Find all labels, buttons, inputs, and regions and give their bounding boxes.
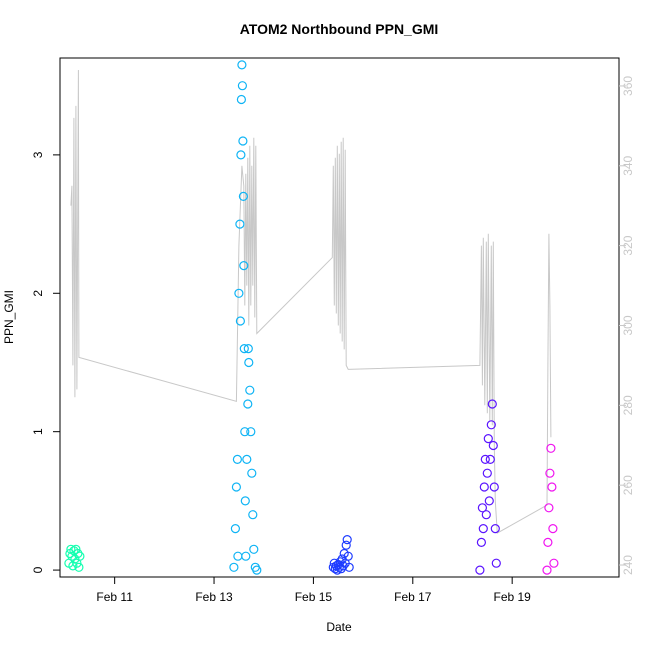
x-tick-label: Feb 19 <box>493 590 531 604</box>
data-point <box>241 551 251 561</box>
data-point <box>547 482 557 492</box>
data-point <box>542 565 552 575</box>
data-point <box>229 562 239 572</box>
data-point <box>344 562 354 572</box>
plot-frame <box>59 57 620 578</box>
data-point <box>235 316 245 326</box>
data-point <box>247 468 257 478</box>
y-right-tick-label: 300 <box>621 315 635 335</box>
data-point <box>252 565 262 575</box>
data-point <box>480 454 490 464</box>
data-point <box>240 496 250 506</box>
x-tick-label: Feb 11 <box>96 590 133 604</box>
data-point <box>246 427 256 437</box>
data-point <box>74 562 84 572</box>
data-point <box>485 454 495 464</box>
data-point <box>332 565 342 575</box>
data-point <box>477 503 487 513</box>
chart-title: ATOM2 Northbound PPN_GMI <box>240 21 439 37</box>
data-point <box>545 468 555 478</box>
data-point <box>238 191 248 201</box>
data-point <box>338 561 348 571</box>
data-point <box>243 344 253 354</box>
x-axis-label: Date <box>326 620 352 634</box>
data-point <box>70 554 80 564</box>
x-tick-label: Feb 13 <box>195 590 233 604</box>
data-point <box>237 60 247 70</box>
data-point <box>476 537 486 548</box>
data-point <box>236 94 246 105</box>
data-point <box>342 534 352 545</box>
y-left-tick-label: 2 <box>31 290 45 297</box>
y-left-tick-label: 1 <box>31 428 45 435</box>
data-point <box>245 385 255 395</box>
y-axis-label: PPN_GMI <box>2 290 16 344</box>
y-right-tick-label: 340 <box>621 155 635 175</box>
data-point <box>248 510 258 520</box>
data-point <box>548 523 558 534</box>
data-point <box>543 537 553 548</box>
data-point <box>475 565 485 575</box>
data-point <box>249 544 259 554</box>
data-point <box>483 434 493 444</box>
y-axis-right: 240 260 280 300 320 340 360 <box>619 76 635 575</box>
y-right-tick-label: 360 <box>621 76 635 96</box>
series-3 <box>328 534 354 575</box>
data-point <box>484 496 494 506</box>
series-5 <box>542 443 559 575</box>
data-point <box>73 548 83 559</box>
data-point <box>232 454 242 464</box>
data-point <box>486 420 496 430</box>
data-point <box>481 510 491 520</box>
plot-area <box>64 60 559 575</box>
data-point <box>236 150 246 160</box>
data-point <box>231 482 241 492</box>
y-right-tick-label: 280 <box>621 395 635 415</box>
data-point <box>233 551 243 561</box>
data-point <box>343 551 353 561</box>
data-point <box>75 551 85 561</box>
secondary-series-line <box>70 69 552 534</box>
data-point <box>478 523 488 534</box>
series-4 <box>475 399 501 575</box>
data-point <box>71 544 81 554</box>
series-2 <box>229 60 262 575</box>
data-point <box>240 427 250 437</box>
data-point <box>242 454 252 464</box>
data-point <box>244 357 254 368</box>
data-point <box>549 558 559 568</box>
x-tick-label: Feb 15 <box>295 590 333 604</box>
y-left-tick-label: 3 <box>31 151 45 158</box>
data-point <box>487 399 497 409</box>
x-axis: Feb 11 Feb 13 Feb 15 Feb 17 Feb 19 <box>96 577 531 604</box>
data-point <box>491 558 501 568</box>
y-axis-left: 0 1 2 3 <box>31 151 60 573</box>
data-point <box>235 219 245 229</box>
data-point <box>341 540 351 550</box>
data-point <box>230 523 240 534</box>
data-point <box>239 344 249 354</box>
data-point <box>239 261 249 271</box>
y-right-tick-label: 240 <box>621 555 635 575</box>
series-1 <box>64 544 85 572</box>
data-point <box>490 523 500 534</box>
y-right-tick-label: 320 <box>621 235 635 255</box>
data-point <box>238 136 248 146</box>
data-point <box>488 440 498 451</box>
data-point <box>544 503 554 513</box>
data-point <box>482 468 492 478</box>
data-point <box>237 81 247 91</box>
data-point <box>546 443 556 453</box>
data-point <box>234 288 244 298</box>
y-right-tick-label: 260 <box>621 475 635 495</box>
data-point <box>479 482 489 492</box>
data-point <box>243 399 253 409</box>
x-tick-label: Feb 17 <box>394 590 432 604</box>
data-point <box>489 482 499 492</box>
y-left-tick-label: 0 <box>31 566 45 573</box>
